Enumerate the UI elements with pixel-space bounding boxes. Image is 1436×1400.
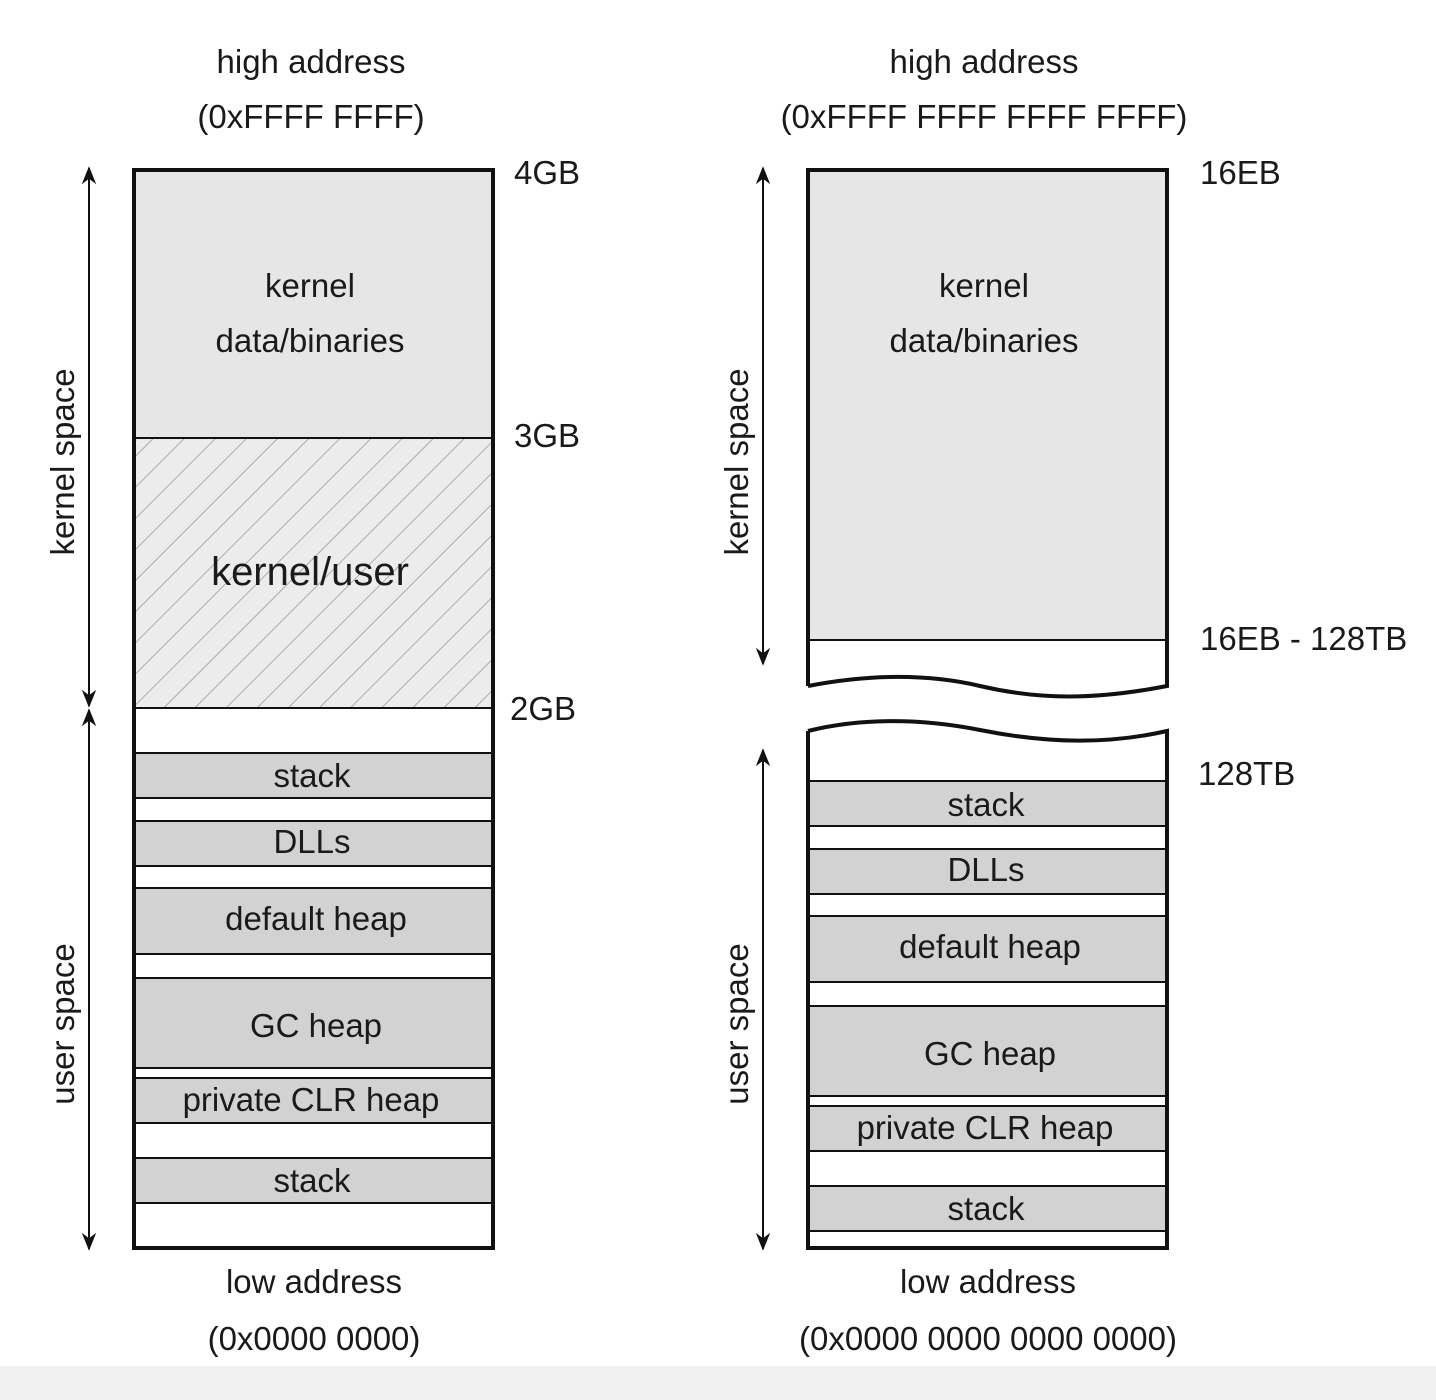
- left-segment-private-clr-heap: private CLR heap: [133, 1077, 494, 1124]
- right-segment-label: private CLR heap: [857, 1109, 1114, 1146]
- right-user-space-label: user space: [718, 943, 755, 1104]
- left-marker-3gb: 3GB: [514, 417, 580, 454]
- right-segment-private-clr-heap: private CLR heap: [807, 1105, 1168, 1152]
- right-segment-label: default heap: [899, 928, 1081, 965]
- right-segment-label: DLLs: [947, 851, 1024, 888]
- right-segment-default-heap: default heap: [807, 915, 1168, 983]
- right-segment-stack-bottom: stack: [807, 1185, 1168, 1232]
- left-kernel-user-block: [134, 438, 493, 708]
- left-segment-label: default heap: [225, 900, 407, 937]
- right-lower-frame: [806, 719, 1169, 1250]
- left-address-space-frame: [132, 168, 495, 1250]
- left-marker-2gb: 2GB: [510, 690, 576, 727]
- left-segment-stack-top: stack: [133, 752, 494, 799]
- right-high-address-value: (0xFFFF FFFF FFFF FFFF): [781, 98, 1188, 135]
- right-segment-gc-heap: GC heap: [807, 1005, 1168, 1097]
- left-segment-label: GC heap: [250, 1007, 382, 1044]
- left-segment-label: stack: [273, 757, 351, 794]
- bottom-band: [0, 1366, 1436, 1400]
- left-segment-default-heap: default heap: [133, 887, 494, 955]
- right-kernel-data-block: [808, 170, 1167, 640]
- left-diagram: high address (0xFFFF FFFF) kernel data/b…: [44, 43, 580, 1357]
- left-low-address-value: (0x0000 0000): [208, 1320, 421, 1357]
- right-marker-16eb: 16EB: [1200, 154, 1281, 191]
- right-kernel-label-line2: data/binaries: [890, 322, 1079, 359]
- left-segment-gc-heap: GC heap: [133, 977, 494, 1069]
- right-low-address-label: low address: [900, 1263, 1076, 1300]
- left-kernel-label-line2: data/binaries: [216, 322, 405, 359]
- left-low-address-label: low address: [226, 1263, 402, 1300]
- left-segment-label: private CLR heap: [183, 1081, 440, 1118]
- right-kernel-label-line1: kernel: [939, 267, 1029, 304]
- right-segment-label: stack: [947, 786, 1025, 823]
- left-segment-dlls: DLLs: [133, 820, 494, 867]
- left-kernel-space-label: kernel space: [44, 368, 81, 555]
- right-segment-stack-top: stack: [807, 780, 1168, 827]
- right-segment-dlls: DLLs: [807, 848, 1168, 895]
- right-high-address-label: high address: [890, 43, 1079, 80]
- left-kernel-label-line1: kernel: [265, 267, 355, 304]
- left-high-address-value: (0xFFFF FFFF): [197, 98, 424, 135]
- right-low-address-value: (0x0000 0000 0000 0000): [799, 1320, 1177, 1357]
- right-diagram: high address (0xFFFF FFFF FFFF FFFF) ker…: [718, 43, 1407, 1357]
- right-upper-frame: [806, 168, 1169, 699]
- left-user-space-label: user space: [44, 943, 81, 1104]
- left-high-address-label: high address: [217, 43, 406, 80]
- left-segment-label: DLLs: [273, 823, 350, 860]
- right-kernel-space-label: kernel space: [718, 368, 755, 555]
- right-marker-128tb: 128TB: [1198, 755, 1295, 792]
- left-segment-label: stack: [273, 1162, 351, 1199]
- right-marker-16eb-minus-128tb: 16EB - 128TB: [1200, 620, 1407, 657]
- left-kernel-user-label: kernel/user: [211, 550, 409, 594]
- left-marker-4gb: 4GB: [514, 154, 580, 191]
- left-segment-stack-bottom: stack: [133, 1157, 494, 1204]
- left-kernel-data-block: [134, 170, 493, 438]
- right-segment-label: stack: [947, 1190, 1025, 1227]
- right-segment-label: GC heap: [924, 1035, 1056, 1072]
